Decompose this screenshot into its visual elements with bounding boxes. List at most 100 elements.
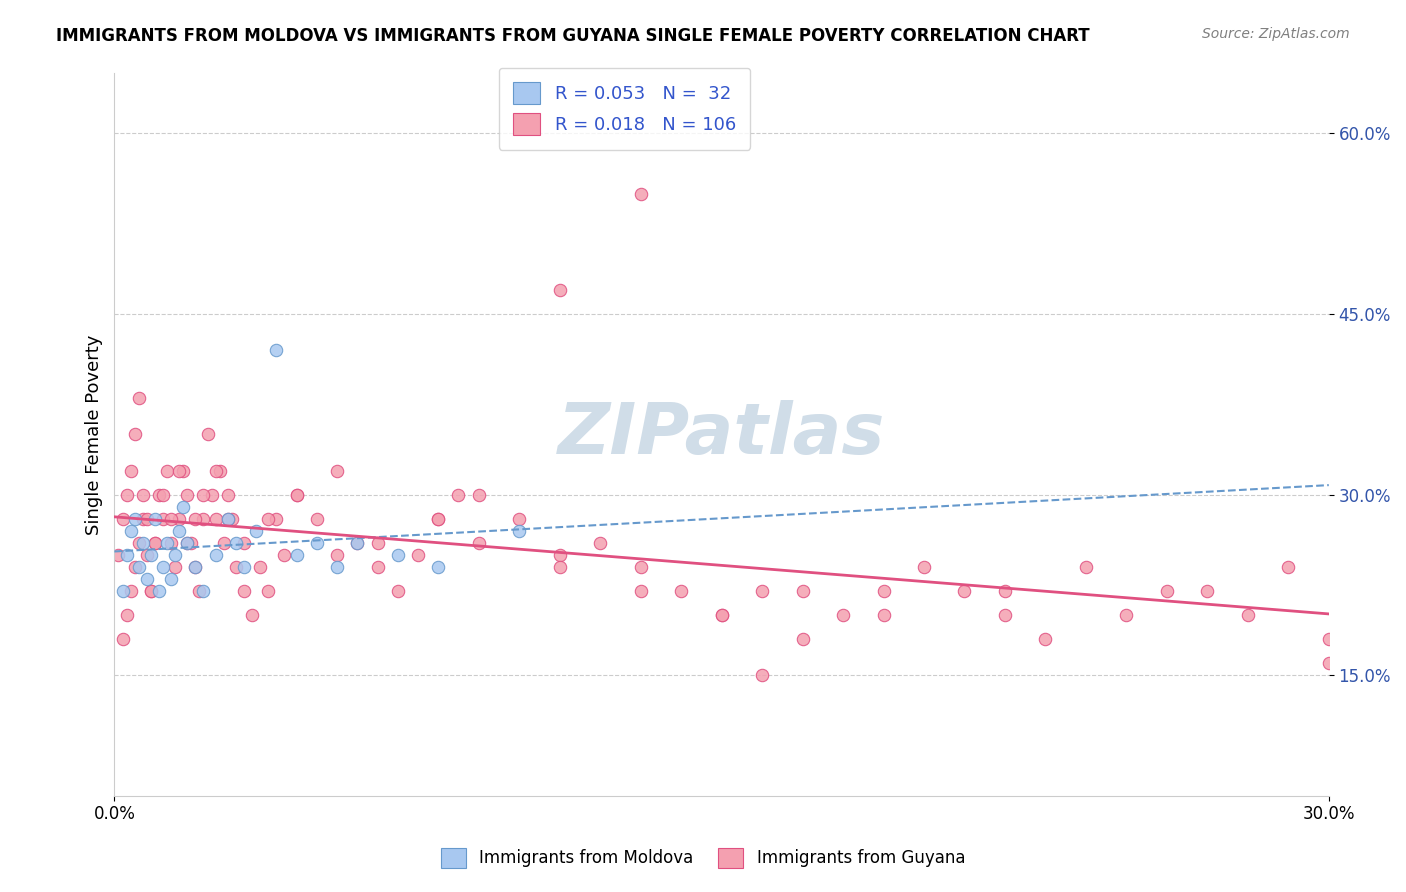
Point	[225, 536, 247, 550]
Point	[143, 512, 166, 526]
Point	[160, 536, 183, 550]
Point	[128, 392, 150, 406]
Point	[143, 536, 166, 550]
Point	[217, 512, 239, 526]
Point	[630, 560, 652, 574]
Point	[167, 524, 190, 538]
Point	[152, 488, 174, 502]
Point	[589, 536, 612, 550]
Point	[387, 584, 409, 599]
Point	[257, 512, 280, 526]
Legend: Immigrants from Moldova, Immigrants from Guyana: Immigrants from Moldova, Immigrants from…	[434, 841, 972, 875]
Point	[148, 488, 170, 502]
Point	[139, 584, 162, 599]
Point	[1236, 608, 1258, 623]
Point	[193, 584, 215, 599]
Point	[176, 536, 198, 550]
Point	[346, 536, 368, 550]
Point	[387, 548, 409, 562]
Point	[447, 488, 470, 502]
Point	[467, 536, 489, 550]
Point	[107, 548, 129, 562]
Point	[1317, 657, 1340, 671]
Point	[115, 488, 138, 502]
Point	[111, 512, 134, 526]
Point	[204, 464, 226, 478]
Point	[548, 283, 571, 297]
Point	[120, 524, 142, 538]
Point	[217, 488, 239, 502]
Point	[994, 584, 1017, 599]
Point	[204, 512, 226, 526]
Point	[326, 548, 349, 562]
Point	[180, 536, 202, 550]
Point	[160, 572, 183, 586]
Point	[1358, 608, 1381, 623]
Text: IMMIGRANTS FROM MOLDOVA VS IMMIGRANTS FROM GUYANA SINGLE FEMALE POVERTY CORRELAT: IMMIGRANTS FROM MOLDOVA VS IMMIGRANTS FR…	[56, 27, 1090, 45]
Legend: R = 0.053   N =  32, R = 0.018   N = 106: R = 0.053 N = 32, R = 0.018 N = 106	[499, 68, 751, 150]
Point	[167, 464, 190, 478]
Point	[285, 488, 308, 502]
Point	[233, 560, 256, 574]
Point	[326, 560, 349, 574]
Point	[305, 512, 328, 526]
Point	[139, 584, 162, 599]
Point	[120, 464, 142, 478]
Point	[132, 512, 155, 526]
Point	[548, 548, 571, 562]
Point	[165, 560, 187, 574]
Point	[160, 512, 183, 526]
Point	[1399, 584, 1406, 599]
Point	[204, 548, 226, 562]
Point	[548, 560, 571, 574]
Point	[710, 608, 733, 623]
Point	[1035, 632, 1057, 647]
Point	[240, 608, 263, 623]
Point	[751, 584, 773, 599]
Point	[135, 512, 157, 526]
Point	[508, 524, 530, 538]
Point	[176, 488, 198, 502]
Point	[751, 668, 773, 682]
Point	[217, 512, 239, 526]
Point	[124, 560, 146, 574]
Point	[111, 584, 134, 599]
Point	[508, 512, 530, 526]
Point	[128, 560, 150, 574]
Point	[188, 584, 211, 599]
Point	[912, 560, 935, 574]
Point	[792, 632, 814, 647]
Point	[257, 584, 280, 599]
Point	[152, 560, 174, 574]
Point	[994, 608, 1017, 623]
Point	[152, 512, 174, 526]
Point	[427, 512, 450, 526]
Point	[1156, 584, 1178, 599]
Point	[953, 584, 976, 599]
Point	[193, 512, 215, 526]
Point	[233, 536, 256, 550]
Y-axis label: Single Female Poverty: Single Female Poverty	[86, 334, 103, 534]
Point	[208, 464, 231, 478]
Point	[212, 536, 235, 550]
Point	[249, 560, 271, 574]
Point	[132, 536, 155, 550]
Point	[630, 584, 652, 599]
Point	[167, 512, 190, 526]
Point	[1277, 560, 1299, 574]
Text: Source: ZipAtlas.com: Source: ZipAtlas.com	[1202, 27, 1350, 41]
Point	[1074, 560, 1097, 574]
Point	[710, 608, 733, 623]
Point	[184, 560, 207, 574]
Point	[225, 560, 247, 574]
Point	[273, 548, 295, 562]
Point	[128, 536, 150, 550]
Point	[266, 512, 288, 526]
Point	[285, 548, 308, 562]
Point	[193, 488, 215, 502]
Point	[115, 608, 138, 623]
Point	[172, 464, 194, 478]
Point	[148, 584, 170, 599]
Point	[367, 560, 389, 574]
Point	[156, 536, 179, 550]
